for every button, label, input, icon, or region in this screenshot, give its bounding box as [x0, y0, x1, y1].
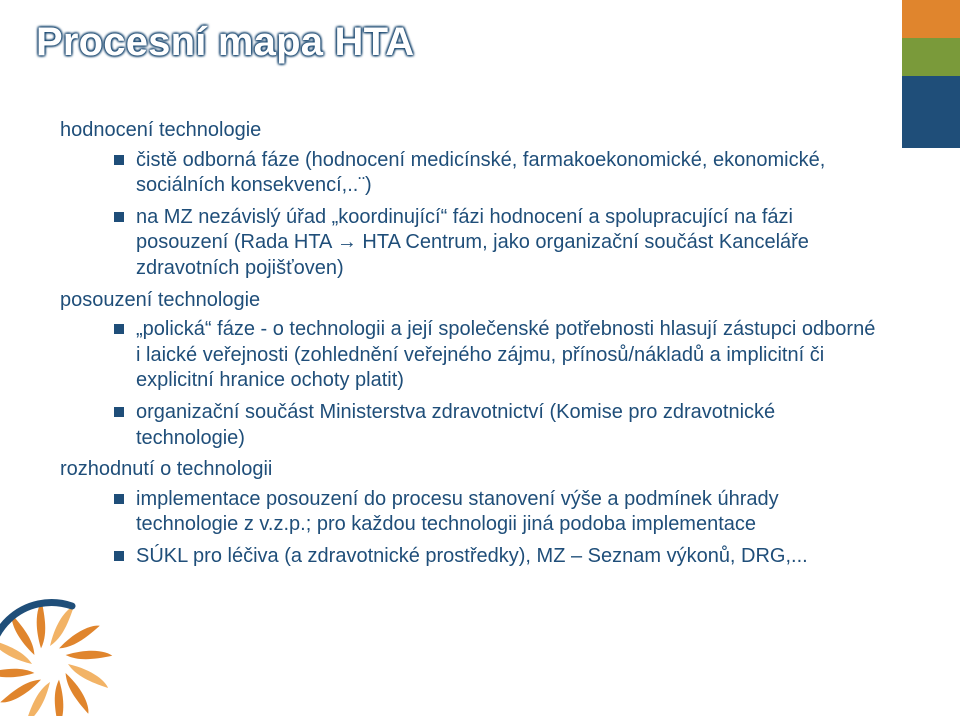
- list-item: „polická“ fáze - o technologii a její sp…: [114, 317, 880, 394]
- item-label: hodnocení technologie: [60, 118, 880, 144]
- list-item: organizační součást Ministerstva zdravot…: [114, 400, 880, 451]
- list-item: implementace posouzení do procesu stanov…: [114, 487, 880, 538]
- slide: Procesní mapa HTA hodnocení technologie …: [0, 0, 960, 716]
- page-title: Procesní mapa HTA: [36, 20, 414, 65]
- sun-logo-icon: [0, 594, 120, 716]
- item-label: rozhodnutí o technologii: [60, 457, 880, 483]
- sub-list: čistě odborná fáze (hodnocení medicínské…: [114, 148, 880, 282]
- list-item: posouzení technologie „polická“ fáze - o…: [60, 288, 880, 452]
- accent-stripe-orange: [902, 0, 960, 38]
- sub-list: „polická“ fáze - o technologii a její sp…: [114, 317, 880, 451]
- list-item: hodnocení technologie čistě odborná fáze…: [60, 118, 880, 282]
- accent-stripe-navy: [902, 76, 960, 148]
- accent-stripe-green: [902, 38, 960, 76]
- list-item: čistě odborná fáze (hodnocení medicínské…: [114, 148, 880, 199]
- item-label: posouzení technologie: [60, 288, 880, 314]
- list-item: rozhodnutí o technologii implementace po…: [60, 457, 880, 569]
- content-area: hodnocení technologie čistě odborná fáze…: [60, 118, 880, 576]
- list-item: SÚKL pro léčiva (a zdravotnické prostřed…: [114, 544, 880, 570]
- sub-list: implementace posouzení do procesu stanov…: [114, 487, 880, 570]
- outline-list: hodnocení technologie čistě odborná fáze…: [60, 118, 880, 570]
- accent-stripes: [902, 0, 960, 148]
- list-item: na MZ nezávislý úřad „koordinující“ fázi…: [114, 205, 880, 282]
